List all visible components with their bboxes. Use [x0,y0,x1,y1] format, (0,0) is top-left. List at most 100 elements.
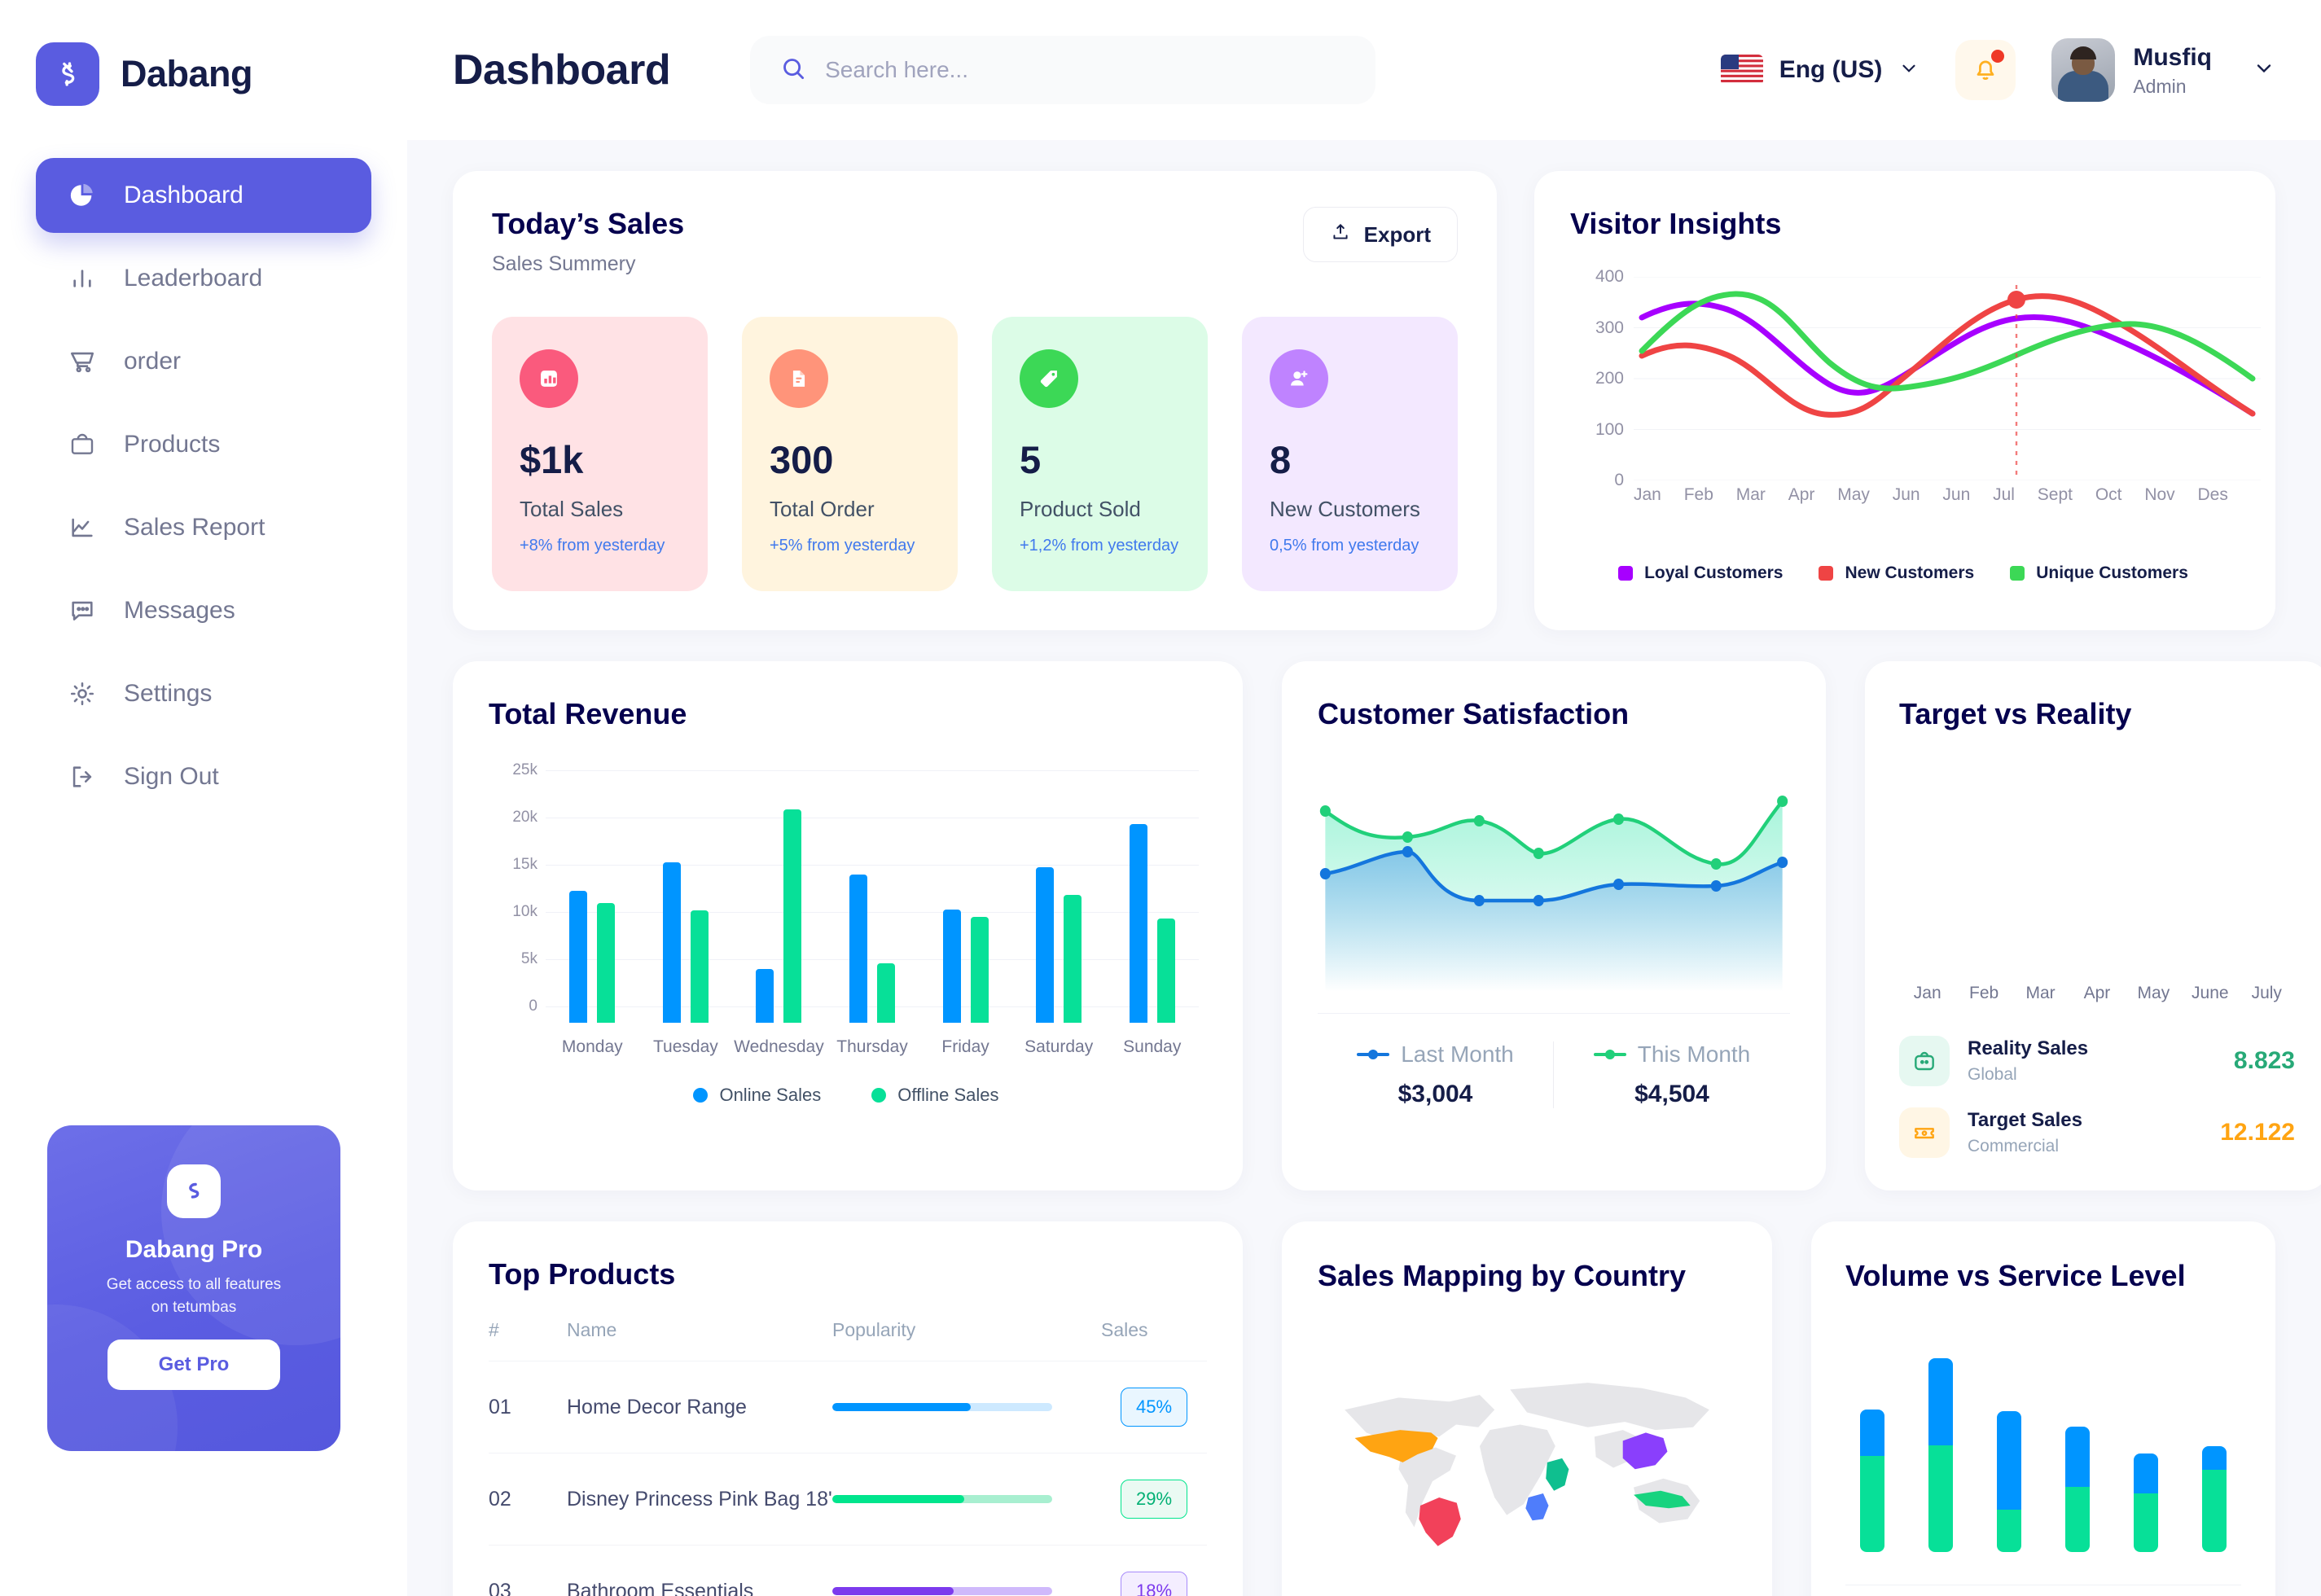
map-country-congo[interactable] [1525,1493,1549,1521]
x-tick: Friday [941,1037,989,1056]
bar-online[interactable] [942,909,961,1023]
chevron-down-icon [1898,58,1920,83]
row-name: Bathroom Essentials [567,1545,832,1596]
bar-online[interactable] [756,968,774,1023]
stat-card-product-sold[interactable]: 5 Product Sold +1,2% from yesterday [992,317,1208,591]
y-tick: 100 [1595,419,1624,439]
x-tick: June [2192,984,2229,1002]
bar-group [1105,787,1199,1023]
stacked-bar[interactable] [2134,1453,2158,1552]
user-menu[interactable]: Musfiq Admin [2051,38,2275,102]
stacked-bar[interactable] [2202,1446,2227,1552]
bar-offline[interactable] [1156,919,1175,1023]
legend-item[interactable]: Last Month [1318,1041,1553,1068]
sidebar-item-leaderboard[interactable]: Leaderboard [36,241,371,316]
bar-online[interactable] [1129,824,1147,1023]
bar-online[interactable] [849,874,868,1023]
todays-sales-subtitle: Sales Summery [492,252,636,275]
gear-icon [65,677,99,711]
bar-offline[interactable] [597,902,616,1023]
stacked-bar[interactable] [1997,1411,2021,1552]
column-header-popularity: Popularity [832,1319,916,1340]
y-tick: 0 [1614,471,1624,489]
add-user-icon [1270,349,1328,408]
top-products-title: Top Products [489,1257,676,1291]
x-tick: Apr [2083,984,2111,1002]
legend-item[interactable]: Loyal Customers [1618,563,1783,583]
x-tick: May [1837,485,1870,504]
x-tick: Wednesday [734,1037,824,1056]
y-tick: 0 [529,998,537,1015]
legend-item[interactable]: Unique Customers [2010,563,2188,583]
stacked-bar[interactable] [1928,1358,1953,1552]
user-info: Musfiq Admin [2133,43,2212,98]
sidebar-item-sign-out[interactable]: Sign Out [36,739,371,814]
legend-item[interactable]: This Month [1554,1041,1790,1068]
map-country-indonesia[interactable] [1633,1490,1691,1509]
x-tick: July [2251,984,2282,1002]
visitor-lines-svg [1634,277,2261,480]
legend-item[interactable]: New Customers [1819,563,1974,583]
todays-sales-title: Today’s Sales [492,207,685,240]
table-row[interactable]: 03 Bathroom Essentials 18% [489,1545,1207,1596]
legend-label: Unique Customers [2036,563,2188,582]
sidebar-item-order[interactable]: order [36,324,371,399]
stacked-bar[interactable] [1860,1409,1884,1552]
stat-value: 8 [1270,438,1292,481]
export-button[interactable]: Export [1302,207,1458,262]
x-tick: Mar [1735,485,1766,504]
bar-offline[interactable] [783,809,802,1023]
table-row[interactable]: 02 Disney Princess Pink Bag 18' 29% [489,1453,1207,1546]
map-country-us[interactable] [1354,1430,1438,1462]
promo-title: Dabang Pro [125,1236,263,1263]
column-header-num: # [489,1319,499,1340]
map-country-saudi[interactable] [1546,1458,1569,1491]
map-country-china[interactable] [1622,1432,1668,1470]
search-box[interactable] [750,36,1376,104]
todays-sales-header: Today’s Sales Sales Summery Export [492,207,1458,276]
y-axis-labels: 25k 20k 15k 10k 5k 0 [489,761,537,1015]
get-pro-button[interactable]: Get Pro [107,1340,280,1391]
content: Today’s Sales Sales Summery Export [407,140,2321,1596]
bar-offline[interactable] [1064,895,1082,1023]
bar-offline[interactable] [877,962,896,1023]
stat-card-new-customers[interactable]: 8 New Customers 0,5% from yesterday [1242,317,1458,591]
bar-online[interactable] [662,862,681,1023]
table-row[interactable]: 01 Home Decor Range 45% [489,1361,1207,1454]
sidebar-item-messages[interactable]: Messages [36,573,371,648]
bar-online[interactable] [569,890,588,1023]
notifications-button[interactable] [1955,40,2016,100]
stat-delta: +8% from yesterday [520,537,665,555]
stat-card-total-sales[interactable]: $1k Total Sales +8% from yesterday [492,317,708,591]
language-selector[interactable]: Eng (US) [1720,55,1920,86]
sidebar-item-label: Products [124,431,221,458]
y-tick: 15k [512,856,537,873]
stat-label: New Customers [1270,497,1420,521]
bag-icon [65,428,99,462]
status-badge: 18% [1121,1572,1187,1596]
legend-item[interactable]: Offline Sales [871,1085,999,1106]
x-tick: Oct [2095,485,2122,504]
legend-item[interactable]: Online Sales [693,1085,821,1106]
sidebar-item-dashboard[interactable]: Dashboard [36,158,371,233]
summary-value: 12.122 [2220,1119,2295,1146]
sidebar-item-label: Sales Report [124,514,265,541]
sidebar-item-label: Leaderboard [124,265,263,292]
top-products-card: Top Products # Name Popularity Sales [453,1221,1243,1596]
search-input[interactable] [825,57,1347,83]
sidebar-item-products[interactable]: Products [36,407,371,482]
bar-offline[interactable] [970,917,989,1023]
stat-delta: 0,5% from yesterday [1270,537,1419,555]
sidebar-item-settings[interactable]: Settings [36,656,371,731]
summary-amount: $3,004 [1397,1081,1473,1107]
sidebar-item-sales-report[interactable]: Sales Report [36,490,371,565]
stat-card-total-order[interactable]: 300 Total Order +5% from yesterday [742,317,958,591]
line-marker-icon [1593,1050,1626,1059]
map-country-brazil[interactable] [1419,1497,1461,1546]
row-popularity [832,1453,1101,1546]
bar-offline[interactable] [690,910,709,1023]
stacked-bar[interactable] [2065,1427,2090,1552]
bar-online[interactable] [1036,866,1055,1023]
brand[interactable]: Dabang [0,0,407,106]
